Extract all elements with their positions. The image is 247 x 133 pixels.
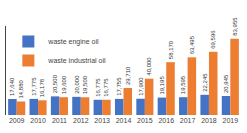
svg-text:2018: 2018 <box>201 117 217 124</box>
svg-text:20,000: 20,000 <box>74 75 80 94</box>
svg-text:17,775: 17,775 <box>31 77 37 96</box>
svg-text:2011: 2011 <box>52 117 67 124</box>
svg-text:2017: 2017 <box>180 117 196 124</box>
svg-text:19,195: 19,195 <box>159 76 165 95</box>
svg-text:20,945: 20,945 <box>223 74 229 93</box>
svg-text:58,170: 58,170 <box>168 40 174 59</box>
svg-text:16,775: 16,775 <box>103 78 109 97</box>
svg-text:17,640: 17,640 <box>9 77 15 96</box>
svg-text:22,245: 22,245 <box>202 73 208 92</box>
svg-text:63,495: 63,495 <box>189 35 195 54</box>
svg-text:2015: 2015 <box>137 117 153 124</box>
svg-text:19,595: 19,595 <box>180 75 186 94</box>
svg-text:2012: 2012 <box>73 117 89 124</box>
svg-text:19,600: 19,600 <box>61 75 67 94</box>
svg-text:waste engine oil: waste engine oil <box>47 38 99 46</box>
svg-text:69,596: 69,596 <box>210 30 216 49</box>
svg-text:17,900: 17,900 <box>138 77 144 96</box>
svg-text:83,955: 83,955 <box>232 17 238 36</box>
svg-text:29,710: 29,710 <box>125 66 131 85</box>
svg-text:2016: 2016 <box>158 117 174 124</box>
svg-text:2013: 2013 <box>94 117 110 124</box>
svg-text:2014: 2014 <box>116 117 132 124</box>
svg-text:40,000: 40,000 <box>146 57 152 76</box>
svg-text:2009: 2009 <box>9 117 25 124</box>
svg-text:19,500: 19,500 <box>82 75 88 94</box>
svg-text:2010: 2010 <box>30 117 46 124</box>
svg-text:14,880: 14,880 <box>18 79 24 98</box>
svg-text:16,775: 16,775 <box>95 78 101 97</box>
svg-text:16,178: 16,178 <box>39 78 45 97</box>
svg-text:2019: 2019 <box>223 117 239 124</box>
svg-text:20,500: 20,500 <box>52 74 58 93</box>
svg-text:waste industrial oil: waste industrial oil <box>47 57 106 64</box>
svg-text:17,755: 17,755 <box>116 77 122 96</box>
